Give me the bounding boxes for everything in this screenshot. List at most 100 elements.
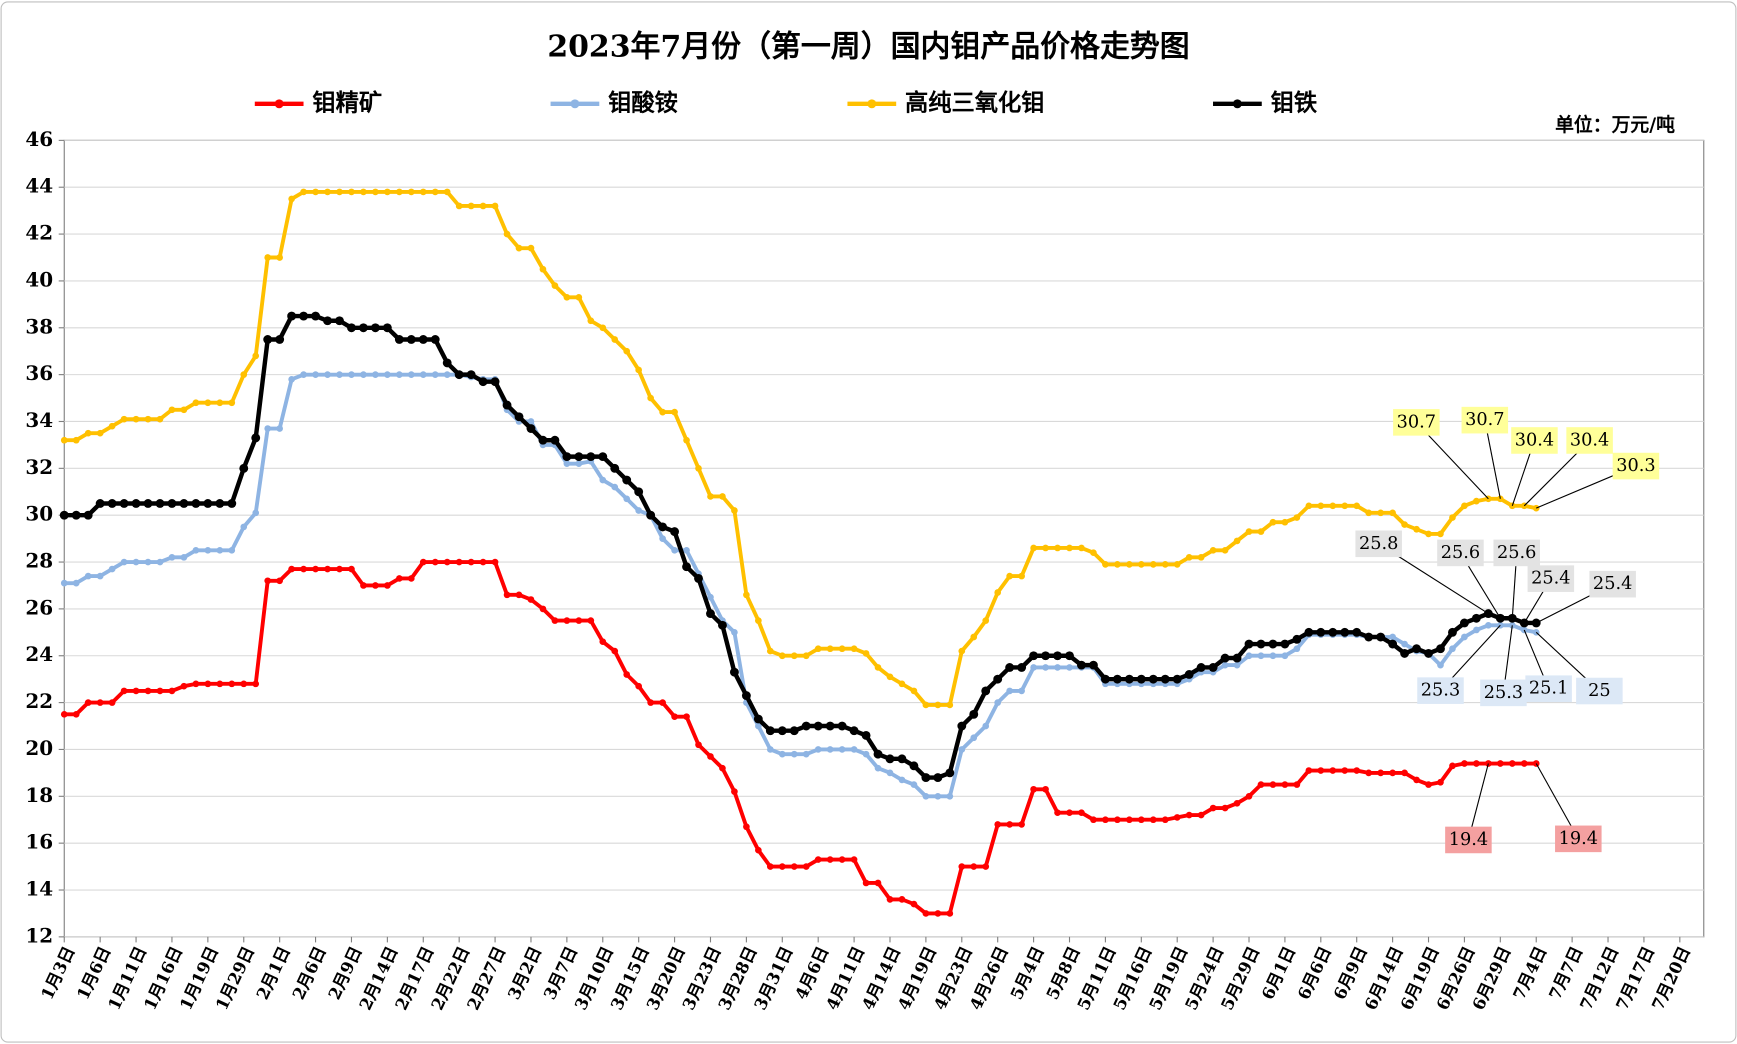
data-point: [227, 499, 237, 508]
data-point: [1208, 663, 1218, 672]
data-point: [731, 507, 738, 514]
data-point: [287, 311, 297, 321]
data-point: [1114, 561, 1121, 568]
data-point: [1461, 633, 1468, 641]
data-point: [850, 645, 858, 653]
data-point: [228, 547, 236, 554]
data-point: [455, 558, 463, 566]
data-label: 19.4: [1559, 829, 1598, 849]
data-point: [1160, 674, 1170, 684]
data-point: [119, 499, 129, 508]
data-point: [264, 254, 272, 261]
data-point: [922, 910, 930, 917]
data-point: [707, 753, 714, 760]
data-point: [252, 680, 260, 688]
data-point: [95, 499, 105, 508]
data-point: [144, 558, 152, 566]
data-point: [994, 589, 1002, 596]
label-box: [1437, 539, 1484, 567]
data-point: [1041, 651, 1050, 661]
data-point: [897, 754, 907, 764]
data-point: [539, 265, 547, 273]
data-point: [765, 726, 775, 736]
data-point: [1280, 639, 1290, 649]
data-point: [1078, 809, 1085, 817]
data-point: [1078, 544, 1085, 552]
data-point: [132, 687, 140, 695]
data-point: [647, 699, 654, 706]
data-point: [347, 323, 356, 333]
data-label: 25.6: [1497, 543, 1536, 563]
data-point: [323, 316, 332, 326]
data-point: [372, 371, 379, 378]
data-point: [611, 647, 619, 655]
data-label: 30.3: [1616, 456, 1655, 476]
data-point: [336, 371, 343, 378]
data-point: [83, 510, 93, 520]
data-point: [288, 375, 295, 383]
label-box: [1555, 825, 1602, 853]
data-point: [1112, 674, 1122, 684]
data-point: [551, 617, 559, 624]
data-point: [108, 422, 116, 430]
data-point: [659, 408, 666, 416]
data-point: [945, 768, 955, 778]
legend-marker: [867, 99, 877, 109]
data-point: [72, 710, 80, 718]
data-point: [969, 709, 979, 719]
data-point: [1377, 769, 1384, 777]
data-point: [156, 687, 164, 695]
data-point: [743, 591, 750, 599]
data-point: [826, 746, 834, 753]
data-point: [59, 510, 69, 520]
data-point: [1066, 664, 1073, 671]
data-point: [982, 617, 990, 624]
y-tick-label: 30: [25, 502, 53, 526]
data-point: [1413, 776, 1420, 784]
data-point: [1257, 781, 1265, 788]
data-point: [922, 792, 930, 800]
data-point: [1220, 653, 1230, 663]
data-point: [1329, 502, 1337, 510]
label-box: [1576, 677, 1623, 705]
legend-marker: [1232, 99, 1242, 109]
data-point: [753, 714, 763, 724]
data-point: [538, 435, 548, 445]
data-point: [431, 371, 439, 378]
data-point: [514, 412, 524, 422]
data-point: [60, 579, 68, 587]
data-point: [490, 377, 500, 387]
data-point: [1352, 627, 1362, 637]
data-point: [611, 483, 619, 491]
data-point: [682, 562, 691, 572]
y-tick-label: 38: [25, 314, 53, 338]
data-point: [1136, 674, 1146, 684]
data-point: [132, 415, 140, 423]
data-point: [1100, 674, 1110, 684]
data-point: [1449, 762, 1456, 770]
data-point: [156, 415, 164, 423]
data-point: [299, 311, 309, 321]
data-point: [933, 773, 943, 782]
data-point: [384, 188, 391, 196]
data-point: [1425, 781, 1432, 788]
data-point: [503, 591, 511, 599]
data-point: [348, 565, 355, 573]
data-point: [731, 788, 738, 795]
data-point: [431, 558, 439, 566]
data-point: [885, 754, 895, 764]
data-point: [1401, 769, 1408, 777]
data-point: [360, 188, 367, 196]
data-point: [156, 558, 164, 566]
data-point: [755, 722, 762, 730]
data-point: [563, 617, 571, 624]
data-point: [1124, 674, 1134, 684]
data-point: [192, 399, 200, 407]
data-point: [671, 408, 678, 416]
data-point: [802, 652, 810, 660]
data-point: [132, 558, 140, 566]
data-point: [982, 722, 990, 730]
data-point: [72, 579, 80, 587]
data-point: [1173, 561, 1181, 568]
data-point: [898, 776, 906, 784]
